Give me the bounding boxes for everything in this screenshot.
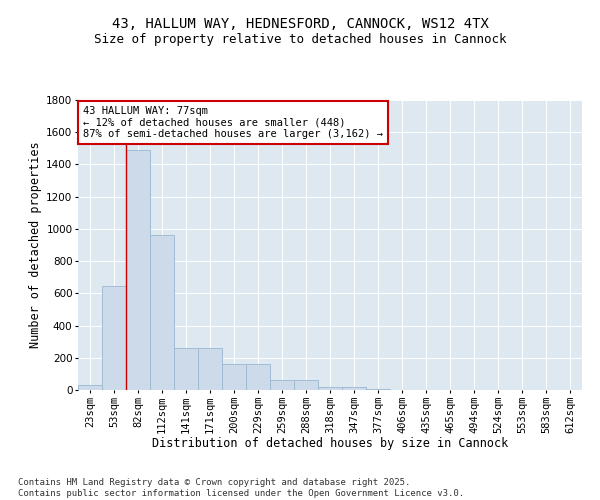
Bar	[270, 380, 294, 390]
Bar	[126, 150, 150, 390]
Text: Contains HM Land Registry data © Crown copyright and database right 2025.
Contai: Contains HM Land Registry data © Crown c…	[18, 478, 464, 498]
Bar	[198, 348, 222, 390]
Text: 43, HALLUM WAY, HEDNESFORD, CANNOCK, WS12 4TX: 43, HALLUM WAY, HEDNESFORD, CANNOCK, WS1…	[112, 18, 488, 32]
X-axis label: Distribution of detached houses by size in Cannock: Distribution of detached houses by size …	[152, 437, 508, 450]
Bar	[174, 348, 198, 390]
Bar	[318, 387, 342, 390]
Bar	[294, 380, 318, 390]
Bar	[366, 389, 390, 390]
Text: Size of property relative to detached houses in Cannock: Size of property relative to detached ho…	[94, 32, 506, 46]
Y-axis label: Number of detached properties: Number of detached properties	[29, 142, 42, 348]
Bar	[246, 364, 270, 390]
Bar	[342, 387, 366, 390]
Bar	[78, 385, 102, 390]
Text: 43 HALLUM WAY: 77sqm
← 12% of detached houses are smaller (448)
87% of semi-deta: 43 HALLUM WAY: 77sqm ← 12% of detached h…	[83, 106, 383, 139]
Bar	[102, 286, 126, 390]
Bar	[222, 364, 246, 390]
Bar	[150, 236, 174, 390]
